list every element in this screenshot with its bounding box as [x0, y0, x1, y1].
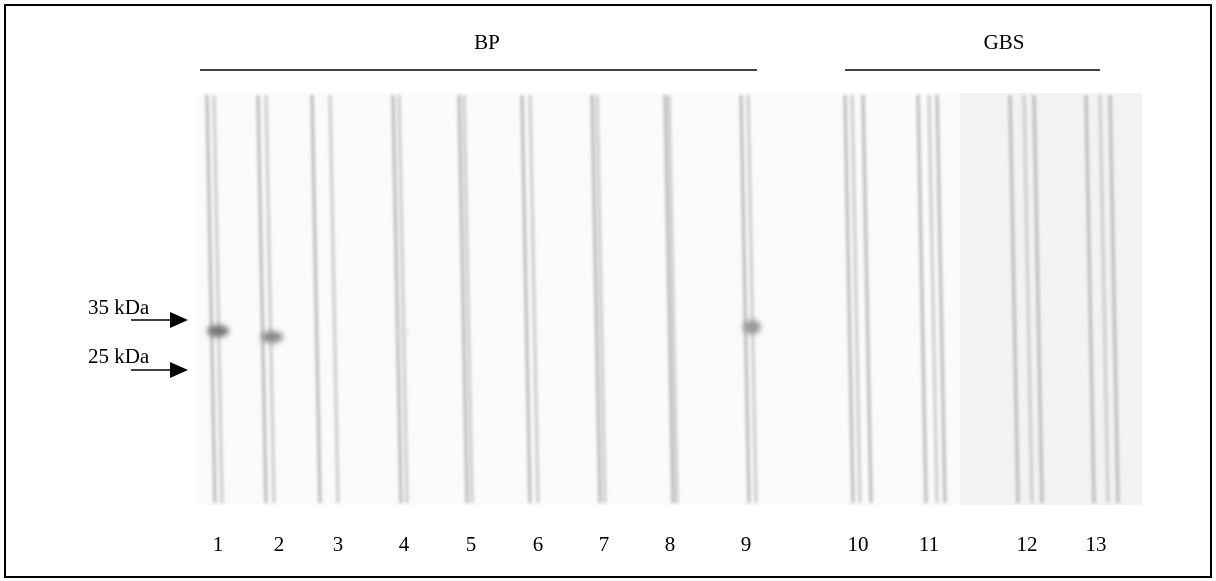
lane-number: 6: [533, 532, 544, 556]
lane-number: 11: [919, 532, 939, 556]
lane-number: 9: [741, 532, 752, 556]
lane-number: 1: [213, 532, 224, 556]
band: [743, 320, 761, 334]
lane-number: 10: [848, 532, 869, 556]
figure: BP GBS 35 kDa 25 kDa 12345678910111213: [0, 0, 1216, 581]
band: [396, 329, 408, 337]
group-label: BP: [474, 30, 500, 54]
lane-number: 2: [274, 532, 285, 556]
band: [207, 325, 229, 337]
lane-number: 4: [399, 532, 410, 556]
lane-number: 13: [1086, 532, 1107, 556]
lane-number: 8: [665, 532, 676, 556]
marker-label: 35 kDa: [88, 295, 150, 319]
band: [261, 331, 283, 343]
lane-number: 7: [599, 532, 610, 556]
lane-number: 5: [466, 532, 477, 556]
group-label: GBS: [984, 30, 1025, 54]
marker-label: 25 kDa: [88, 344, 150, 368]
lane-number: 3: [333, 532, 344, 556]
lane-number: 12: [1017, 532, 1038, 556]
